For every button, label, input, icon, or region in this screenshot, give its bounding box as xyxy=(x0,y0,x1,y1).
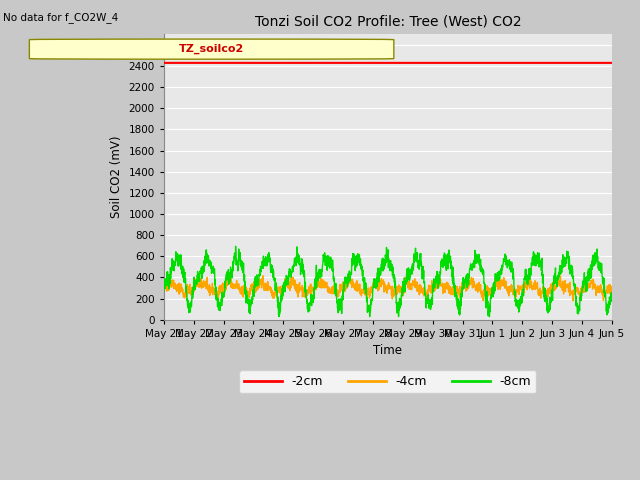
Title: Tonzi Soil CO2 Profile: Tree (West) CO2: Tonzi Soil CO2 Profile: Tree (West) CO2 xyxy=(255,15,521,29)
Legend: -2cm, -4cm, -8cm: -2cm, -4cm, -8cm xyxy=(239,371,536,394)
FancyBboxPatch shape xyxy=(29,39,394,59)
X-axis label: Time: Time xyxy=(373,344,403,357)
Text: TZ_soilco2: TZ_soilco2 xyxy=(179,44,244,54)
Text: No data for f_CO2W_4: No data for f_CO2W_4 xyxy=(3,12,118,23)
Y-axis label: Soil CO2 (mV): Soil CO2 (mV) xyxy=(110,136,123,218)
